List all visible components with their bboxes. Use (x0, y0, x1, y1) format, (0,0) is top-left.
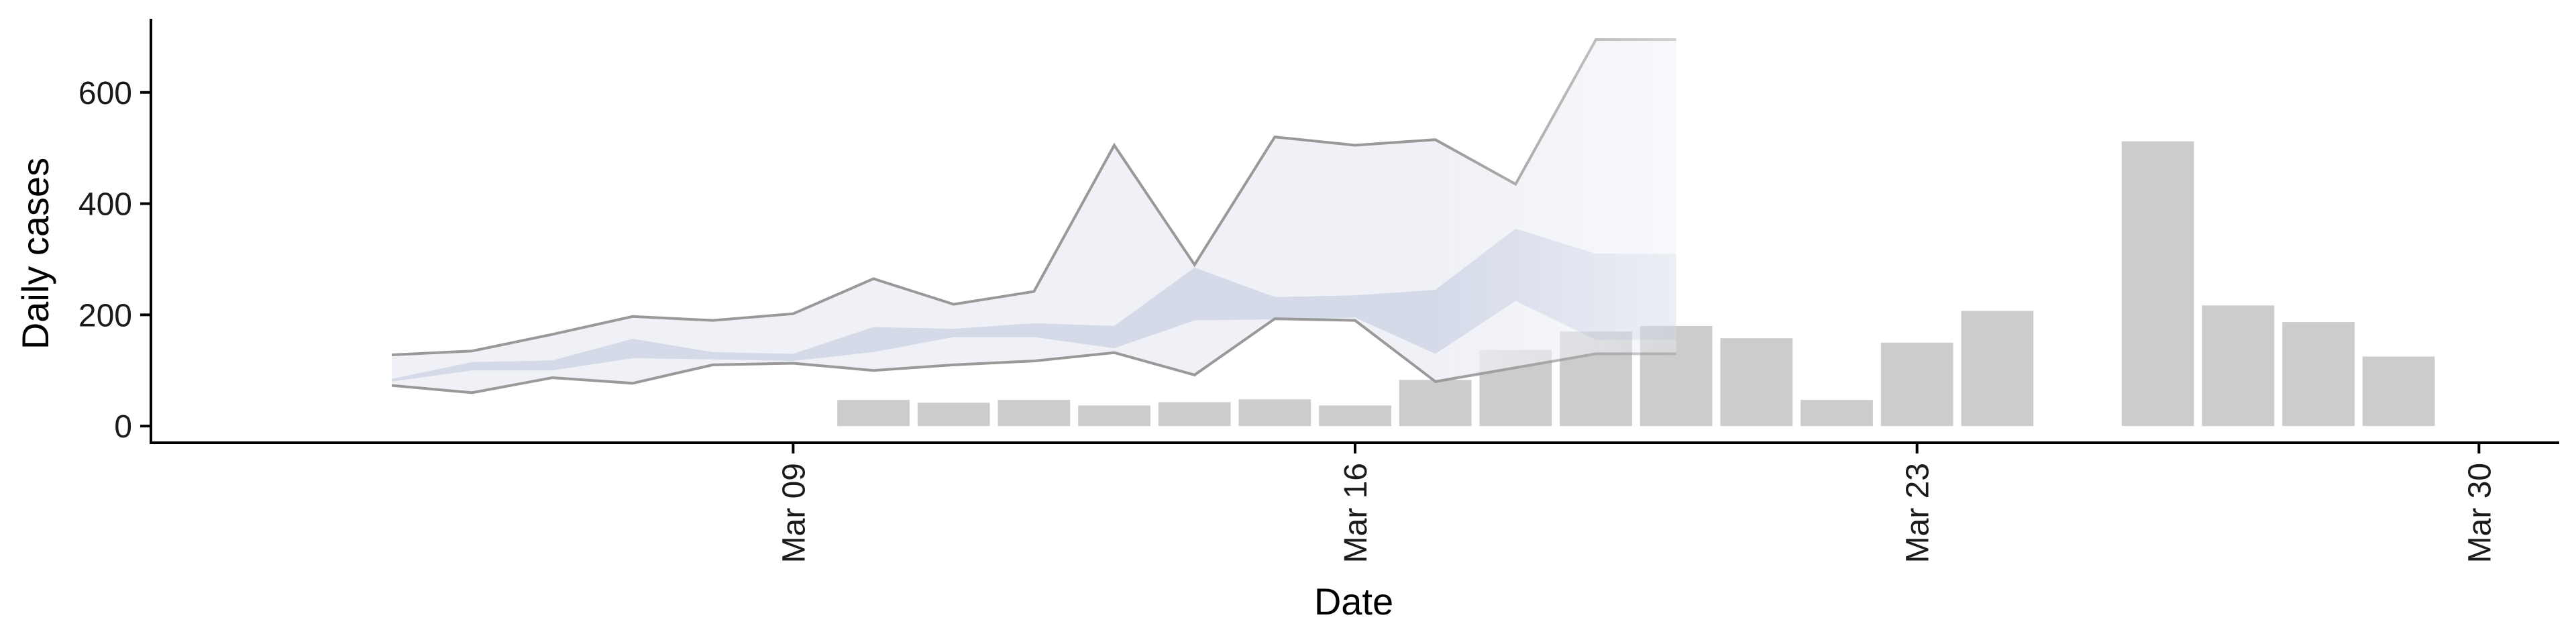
axes-layer: 0 200 400 600 Mar 09 Mar 16 Mar 23 Mar 30 (78, 19, 2559, 563)
bar-2020-03-14 (1158, 402, 1231, 427)
bar-2020-03-28 (2282, 322, 2355, 427)
bar-2020-03-10 (837, 400, 910, 427)
y-tick-label-600: 600 (78, 76, 132, 111)
bar-2020-03-13 (1078, 405, 1150, 427)
y-tick-label-400: 400 (78, 187, 132, 223)
bar-2020-03-24 (1961, 311, 2034, 427)
bar-2020-03-23 (1880, 342, 1953, 427)
bar-2020-03-17 (1399, 380, 1472, 427)
bar-2020-03-21 (1720, 338, 1793, 427)
upper-bound-line (391, 38, 1676, 356)
y-tick-label-0: 0 (114, 409, 132, 445)
bars-layer (837, 141, 2435, 427)
bar-2020-03-29 (2362, 356, 2435, 427)
bar-2020-03-27 (2202, 305, 2275, 427)
lower-bound-line (391, 317, 1676, 394)
outer-projection-band (392, 40, 1676, 393)
bar-2020-03-26 (2121, 141, 2194, 427)
x-tick-label-2020-03-09: Mar 09 (776, 463, 812, 563)
bar-2020-03-15 (1238, 399, 1311, 427)
bar-2020-03-11 (917, 402, 990, 427)
x-tick-label-2020-03-23: Mar 23 (1900, 463, 1936, 563)
inner-projection-band (392, 228, 1676, 382)
x-tick-label-2020-03-16: Mar 16 (1338, 463, 1374, 563)
y-tick-label-200: 200 (78, 298, 132, 333)
x-tick-label-2020-03-30: Mar 30 (2462, 463, 2498, 563)
projection-band-layer (391, 38, 1676, 394)
bar-2020-03-16 (1319, 405, 1391, 427)
bar-2020-03-22 (1801, 400, 1873, 427)
bar-2020-03-12 (998, 400, 1071, 427)
x-axis-title: Date (1314, 580, 1393, 623)
y-axis-title: Daily cases (14, 158, 56, 350)
